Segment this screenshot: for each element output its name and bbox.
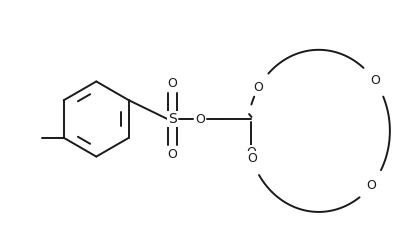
Text: O: O	[366, 179, 376, 192]
Text: O: O	[247, 152, 257, 165]
Text: O: O	[168, 77, 177, 90]
Text: O: O	[168, 148, 177, 161]
Text: S: S	[168, 112, 177, 126]
Text: O: O	[370, 74, 380, 87]
Text: O: O	[253, 81, 263, 94]
Text: O: O	[195, 113, 205, 126]
Text: O: O	[247, 146, 256, 159]
